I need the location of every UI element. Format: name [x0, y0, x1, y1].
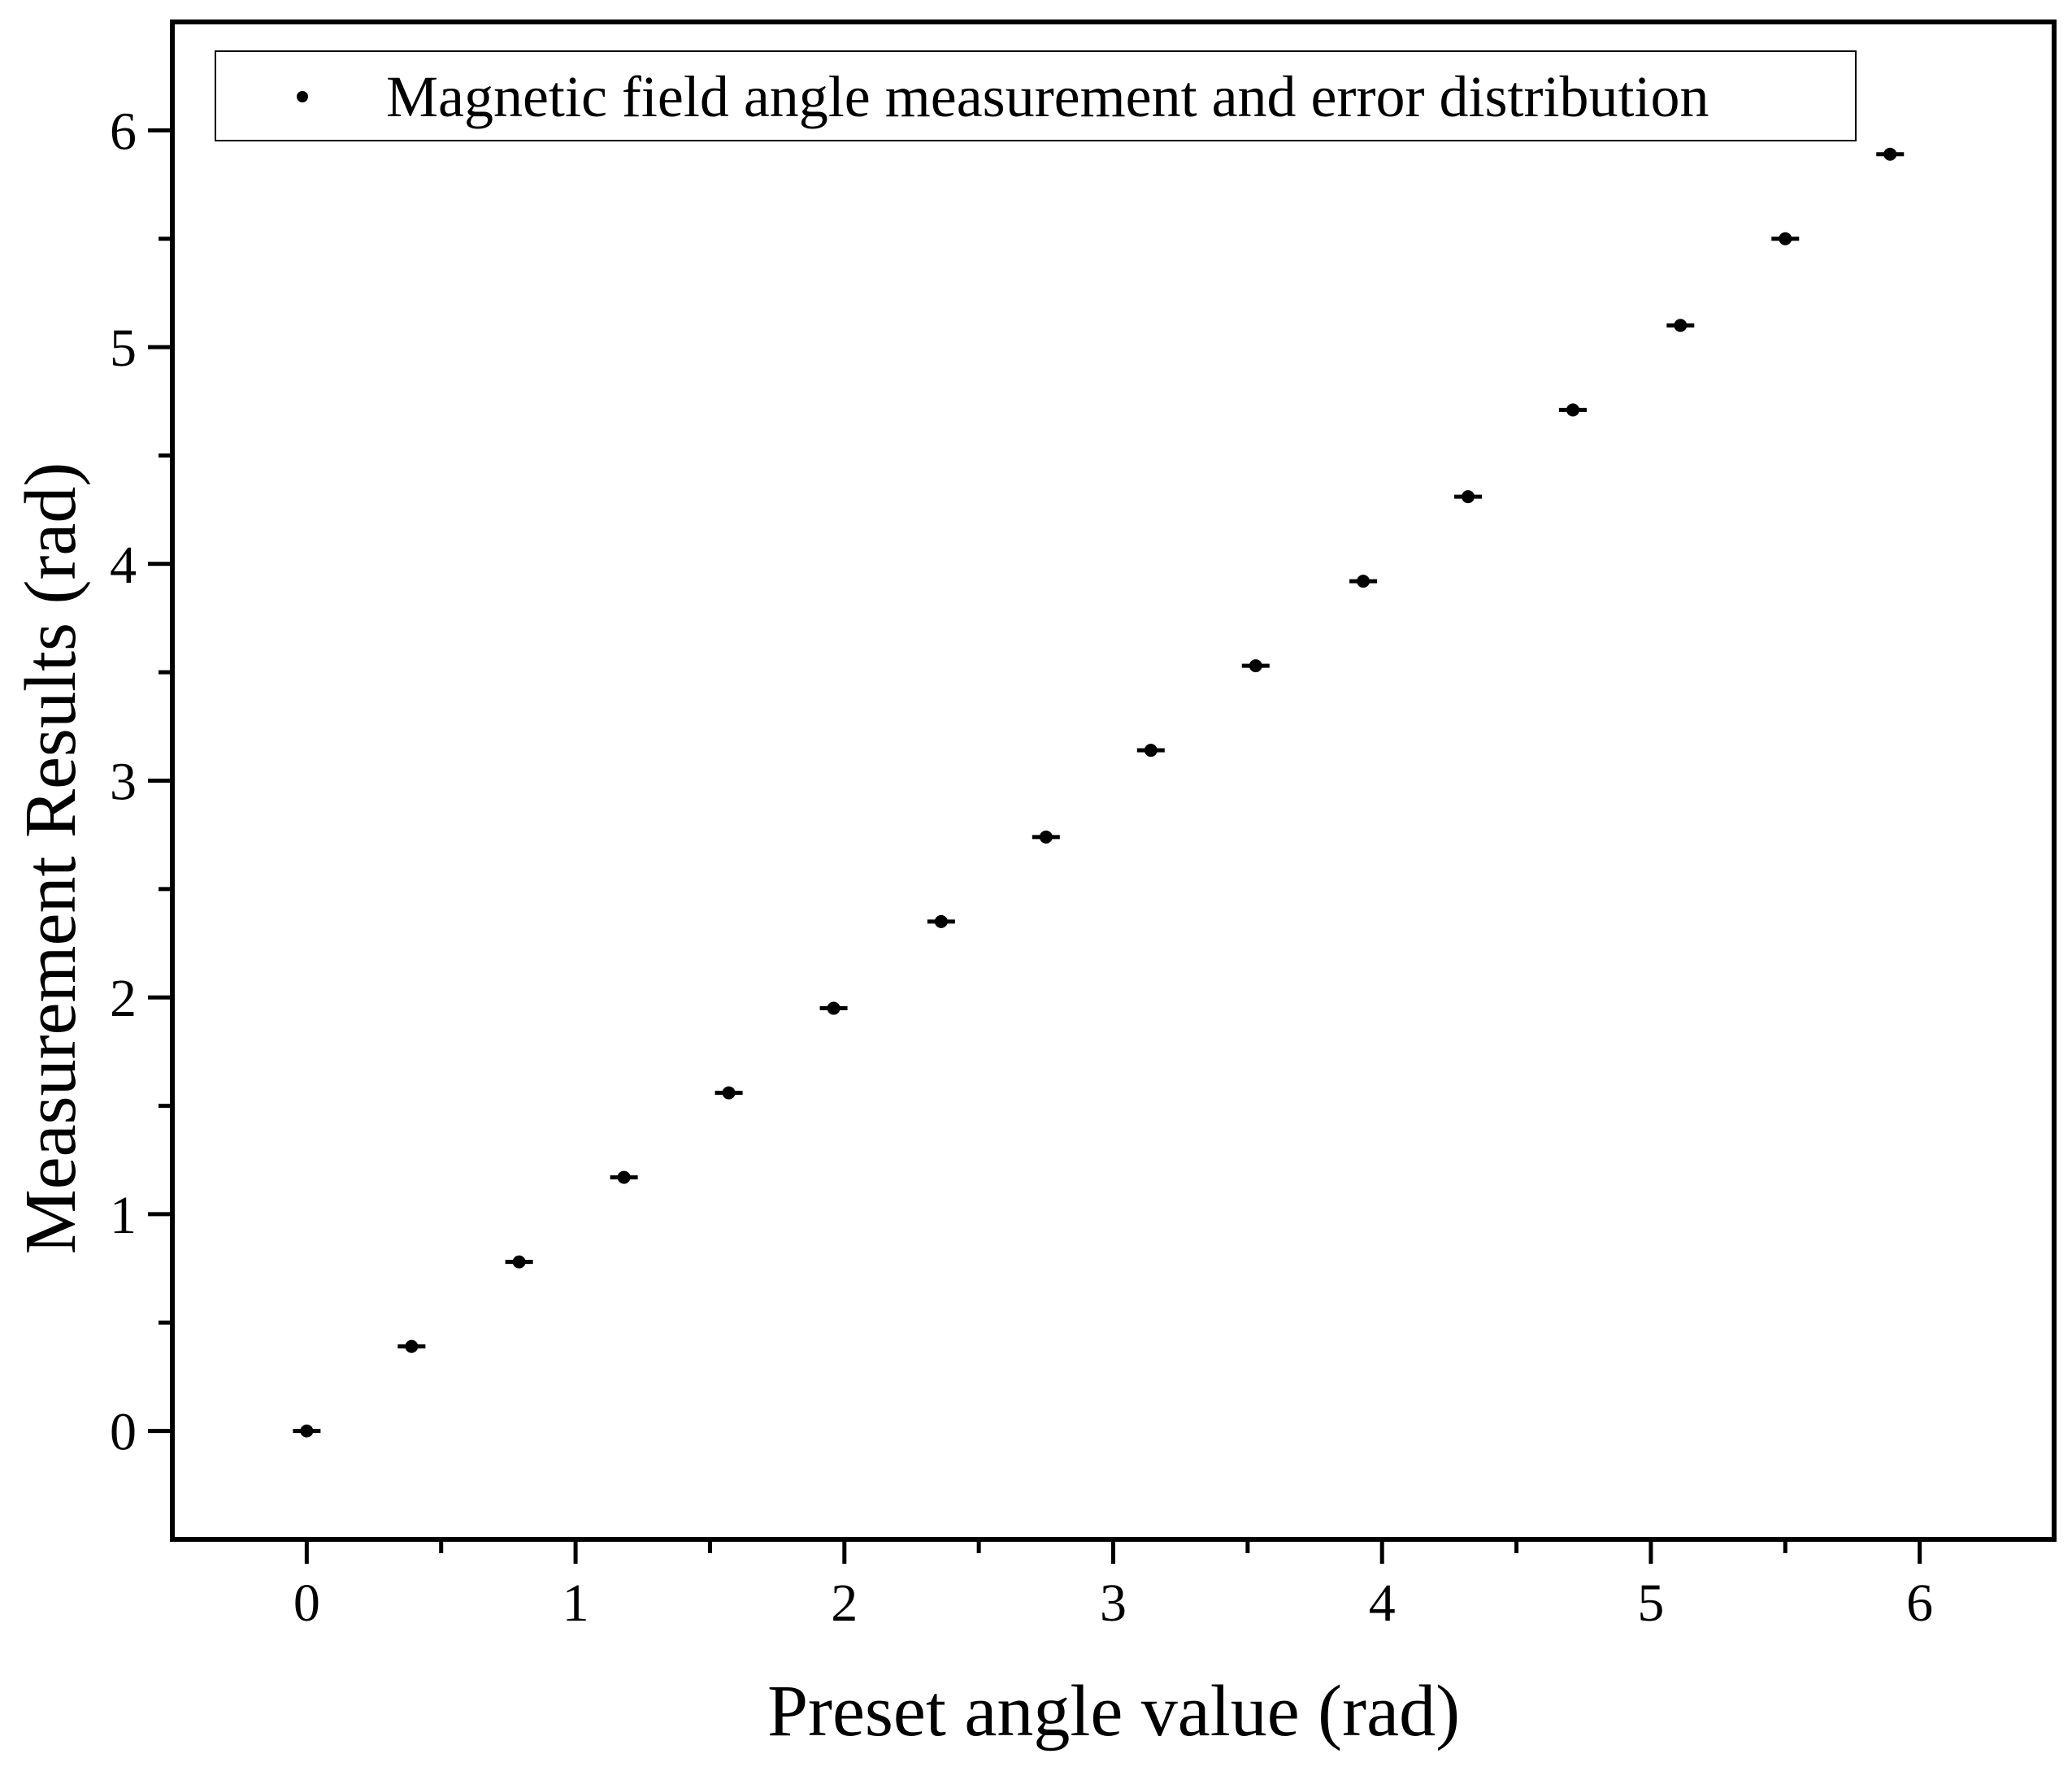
- data-point: [927, 914, 955, 928]
- x-axis-ticks: 0 1 2 3 4 5 6: [293, 1539, 1933, 1633]
- data-point-marker: [1249, 659, 1262, 673]
- x-tick-label: 2: [831, 1573, 858, 1633]
- data-point-marker: [617, 1170, 631, 1184]
- data-point-marker: [405, 1339, 419, 1353]
- data-point-marker: [512, 1255, 526, 1269]
- data-point: [819, 1001, 848, 1015]
- y-tick-label: 5: [110, 319, 137, 378]
- data-point-marker: [1883, 147, 1897, 161]
- data-point: [1666, 319, 1695, 332]
- y-tick-label: 3: [110, 753, 137, 812]
- data-point: [505, 1255, 533, 1269]
- data-point-marker: [1039, 830, 1053, 844]
- x-tick-label: 1: [563, 1573, 589, 1633]
- x-tick-label: 6: [1906, 1573, 1933, 1633]
- x-tick-label: 0: [293, 1573, 320, 1633]
- data-point-marker: [1357, 575, 1370, 588]
- x-axis-title: Preset angle value (rad): [767, 1671, 1460, 1751]
- data-point-marker: [1144, 744, 1158, 757]
- x-tick-label: 5: [1637, 1573, 1664, 1633]
- data-point: [1771, 232, 1800, 245]
- data-point-marker: [1462, 490, 1475, 504]
- data-point-marker: [1566, 403, 1580, 417]
- data-point-marker: [827, 1001, 841, 1015]
- legend-box: [215, 50, 1857, 141]
- data-point: [1032, 830, 1060, 844]
- data-points: [293, 147, 1905, 1438]
- data-point: [293, 1424, 321, 1438]
- y-axis-ticks: 0 1 2 3 4 5 6: [110, 102, 172, 1462]
- y-tick-label: 1: [110, 1186, 137, 1245]
- y-axis-title: Measurement Results (rad): [11, 462, 91, 1255]
- data-point-marker: [934, 914, 948, 928]
- data-point: [1136, 744, 1165, 757]
- data-point-marker: [1779, 232, 1792, 245]
- data-point-marker: [1674, 319, 1688, 332]
- data-point: [397, 1339, 426, 1353]
- y-tick-label: 2: [110, 969, 137, 1028]
- data-point-marker: [722, 1086, 736, 1100]
- data-point: [610, 1170, 638, 1184]
- x-tick-label: 4: [1369, 1573, 1396, 1633]
- data-point: [1241, 659, 1270, 673]
- data-point: [1559, 403, 1588, 417]
- y-tick-label: 0: [110, 1403, 137, 1462]
- data-point: [1454, 490, 1483, 504]
- data-point: [715, 1086, 743, 1100]
- legend: Magnetic field angle measurement and err…: [215, 50, 1857, 141]
- data-point: [1876, 147, 1905, 161]
- legend-marker: [297, 91, 308, 102]
- y-tick-label: 6: [110, 102, 137, 161]
- y-tick-label: 4: [110, 536, 137, 595]
- data-point: [1349, 575, 1378, 588]
- legend-label: Magnetic field angle measurement and err…: [386, 64, 1709, 129]
- data-point-marker: [300, 1424, 314, 1438]
- x-tick-label: 3: [1100, 1573, 1127, 1633]
